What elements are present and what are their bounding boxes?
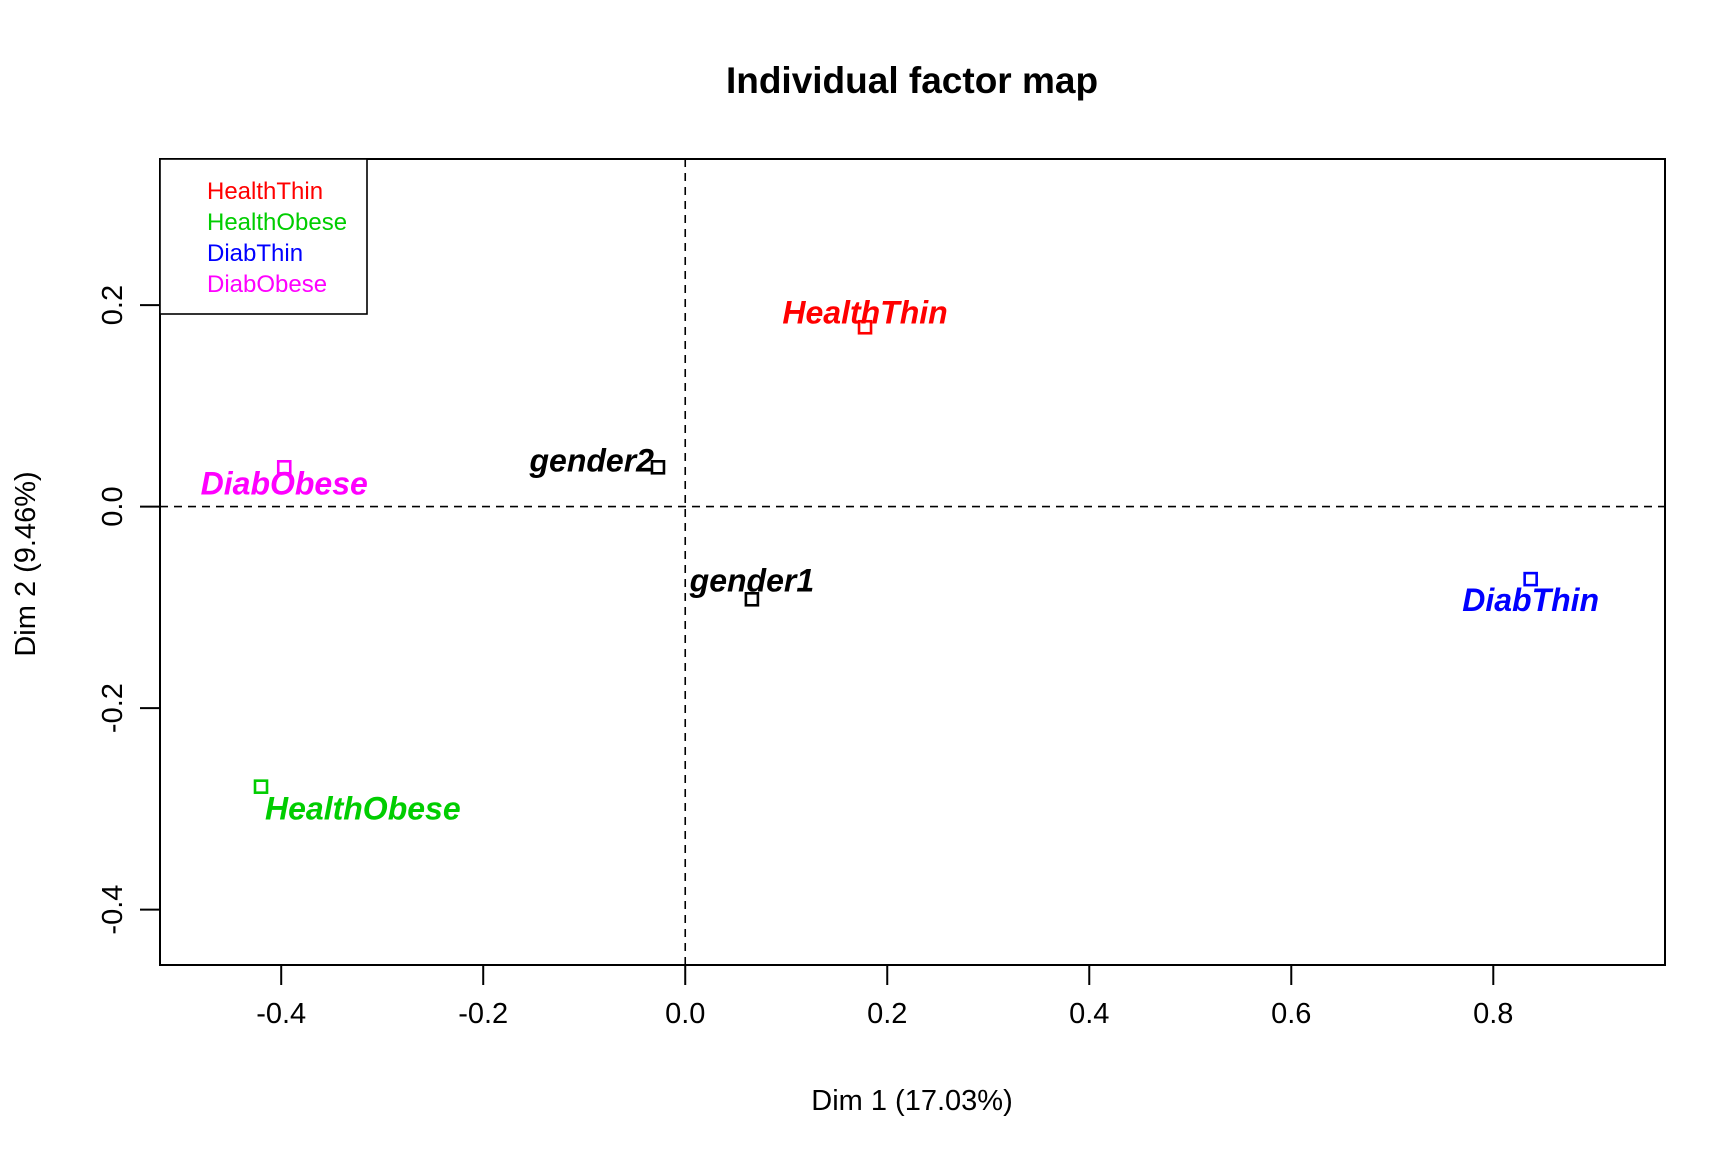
legend-entry-diabobese: DiabObese (207, 271, 327, 298)
x-axis-title: Dim 1 (17.03%) (811, 1085, 1012, 1117)
points: HealthThin HealthObese DiabThin DiabObese ge… (201, 294, 1599, 826)
x-tick-label: -0.4 (256, 998, 306, 1030)
x-tick-label: -0.2 (458, 998, 508, 1030)
point-label-diabobese: DiabObese (201, 465, 368, 501)
point-label-gender2: gender2 (528, 442, 654, 478)
plot-border (159, 158, 1666, 966)
y-axis-title: Dim 2 (9.46%) (10, 471, 42, 656)
legend-entry-healthobese: HealthObese (207, 209, 347, 236)
x-tick-label: 0.8 (1473, 998, 1513, 1030)
legend-box (159, 158, 368, 315)
legend-entry-healththin: HealthThin (207, 178, 323, 205)
y-tick-label: 0.0 (97, 486, 129, 526)
axes: -0.4 -0.2 0.0 0.2 0.4 0.6 0.8 -0.4 -0.2 0.0 0.2 (97, 285, 1513, 1030)
point-label-healththin: HealthThin (782, 294, 947, 330)
legend-entry-diabthin: DiabThin (207, 240, 303, 267)
x-tick-label: 0.4 (1069, 998, 1109, 1030)
point-marker-diabthin (1523, 571, 1538, 587)
x-tick-label: 0.0 (665, 998, 705, 1030)
point-label-healthobese: HealthObese (265, 791, 461, 827)
y-tick-label: 0.2 (97, 285, 129, 325)
point-marker-healthobese (253, 779, 269, 794)
y-tick-label: -0.2 (97, 683, 129, 733)
point-marker-gender2 (650, 459, 666, 475)
x-tick-label: 0.6 (1271, 998, 1311, 1030)
x-tick-label: 0.2 (867, 998, 907, 1030)
point-marker-gender1 (744, 591, 760, 607)
plot-area (159, 158, 1666, 966)
point-label-gender1: gender1 (689, 562, 814, 598)
point-marker-diabobese (276, 459, 292, 475)
y-tick-label: -0.4 (97, 885, 129, 935)
point-label-diabthin: DiabThin (1462, 582, 1599, 618)
legend: HealthThin HealthObese DiabThin DiabObese (159, 158, 368, 315)
chart-title: Individual factor map (726, 60, 1098, 101)
point-marker-healththin (857, 319, 873, 335)
